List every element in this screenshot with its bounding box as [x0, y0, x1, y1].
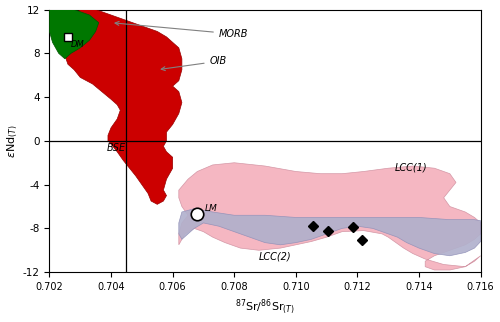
- Polygon shape: [179, 209, 480, 256]
- Text: BSE: BSE: [106, 143, 126, 153]
- Polygon shape: [179, 163, 480, 270]
- Text: LM: LM: [205, 204, 218, 213]
- Polygon shape: [65, 10, 182, 204]
- Text: LCC(2): LCC(2): [259, 251, 292, 261]
- Text: MORB: MORB: [115, 22, 248, 39]
- Text: DM: DM: [71, 40, 85, 49]
- X-axis label: $^{87}$Sr/$^{86}$Sr$_{(T)}$: $^{87}$Sr/$^{86}$Sr$_{(T)}$: [235, 298, 295, 317]
- Text: OIB: OIB: [161, 56, 227, 71]
- Y-axis label: $\varepsilon$Nd$_{(T)}$: $\varepsilon$Nd$_{(T)}$: [6, 124, 20, 158]
- Text: LCC(1): LCC(1): [394, 162, 427, 172]
- Polygon shape: [50, 10, 98, 59]
